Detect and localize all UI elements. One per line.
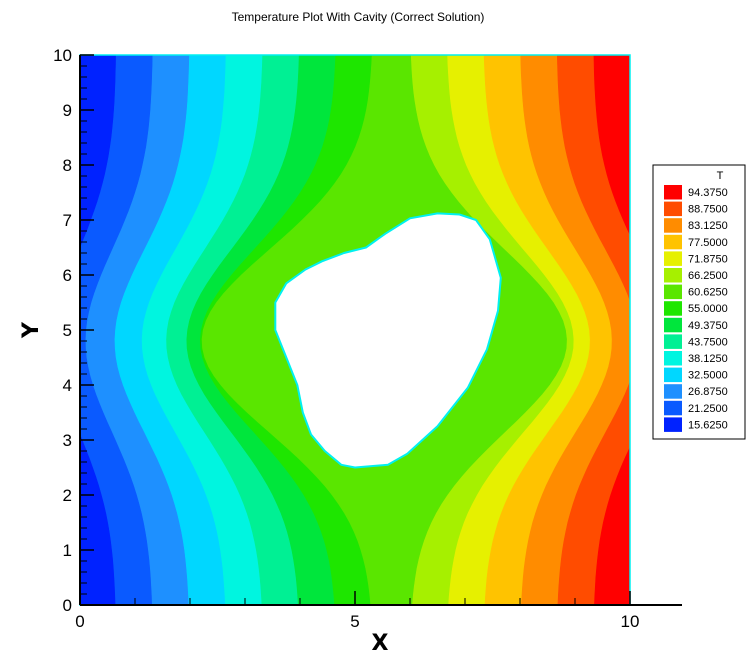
legend-swatch <box>664 301 682 316</box>
legend-swatch <box>664 201 682 217</box>
legend-swatch <box>664 317 682 333</box>
x-tick-label: 0 <box>75 612 84 631</box>
legend-swatch <box>664 218 682 233</box>
legend-label: 38.1250 <box>688 353 728 365</box>
y-tick-label: 1 <box>63 541 72 560</box>
legend-swatch <box>664 334 682 349</box>
legend-label: 83.1250 <box>688 220 728 232</box>
legend-swatch <box>664 268 682 283</box>
legend-swatch <box>664 234 682 250</box>
y-tick-label: 9 <box>63 101 72 120</box>
legend-swatch <box>664 400 682 416</box>
legend-label: 49.3750 <box>688 320 728 332</box>
legend-swatch <box>664 417 682 432</box>
legend-items: 94.3750 88.7500 83.1250 77.5000 71.8750 66.25… <box>664 185 728 432</box>
legend-label: 77.5000 <box>688 237 728 249</box>
y-tick-label: 3 <box>63 431 72 450</box>
legend-label: 26.8750 <box>688 386 728 398</box>
x-tick-label: 5 <box>350 612 359 631</box>
legend-swatch <box>664 351 682 366</box>
axes: 0 1 2 3 4 5 6 7 8 9 10 0 5 10 <box>53 46 682 631</box>
cavity <box>274 212 502 469</box>
legend-label: 66.2500 <box>688 270 728 282</box>
legend-label: 21.2500 <box>688 403 728 415</box>
y-tick-label: 7 <box>63 211 72 230</box>
legend-label: 15.6250 <box>688 419 728 431</box>
y-axis-title: Y <box>19 321 44 339</box>
contour-band <box>80 55 117 605</box>
x-tick-label: 10 <box>621 612 640 631</box>
x-axis-title: X <box>372 631 389 656</box>
y-tick-label: 0 <box>63 596 72 615</box>
legend: T 94.3750 88.7500 83.1250 77.5000 71.8750 66.… <box>652 164 746 440</box>
contour-band <box>556 55 630 605</box>
legend-swatch <box>664 367 682 383</box>
y-tick-label: 6 <box>63 266 72 285</box>
legend-swatch <box>664 251 682 266</box>
legend-label: 88.7500 <box>688 204 728 216</box>
y-tick-label: 8 <box>63 156 72 175</box>
contour-band <box>593 55 630 605</box>
legend-title: T <box>717 170 724 182</box>
legend-label: 32.5000 <box>688 370 728 382</box>
chart-title: Temperature Plot With Cavity (Correct So… <box>232 10 485 24</box>
legend-label: 71.8750 <box>688 253 728 265</box>
legend-swatch <box>664 284 682 300</box>
legend-label: 94.3750 <box>688 187 728 199</box>
legend-swatch <box>664 185 682 200</box>
y-tick-label: 2 <box>63 486 72 505</box>
y-tick-label: 5 <box>63 321 72 340</box>
y-tick-label: 10 <box>53 46 72 65</box>
legend-label: 43.7500 <box>688 336 728 348</box>
legend-label: 60.6250 <box>688 287 728 299</box>
legend-label: 55.0000 <box>688 303 728 315</box>
y-tick-label: 4 <box>63 376 72 395</box>
legend-swatch <box>664 384 682 399</box>
